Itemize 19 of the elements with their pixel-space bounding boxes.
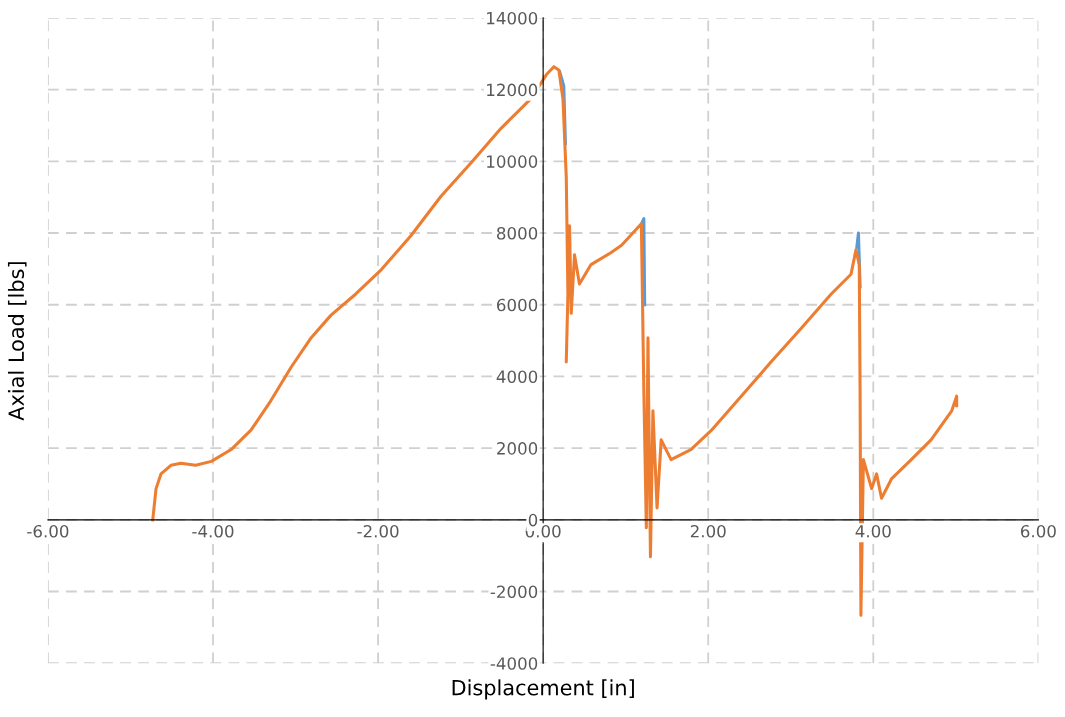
x-tick-label: -6.00 — [27, 524, 69, 538]
x-tick-label: -2.00 — [357, 524, 399, 538]
x-tick-label: 6.00 — [1020, 524, 1056, 538]
x-tick-label: 4.00 — [855, 524, 891, 538]
x-tick-label: 2.00 — [690, 524, 726, 538]
y-axis-title: Axial Load [lbs] — [7, 262, 27, 421]
y-tick-label: 2000 — [497, 442, 538, 455]
y-tick-label: 6000 — [497, 298, 538, 312]
y-tick-label: 4000 — [496, 370, 538, 383]
y-tick-label: -4000 — [490, 657, 538, 670]
line-series — [151, 65, 959, 617]
y-tick-label: 14000 — [487, 11, 538, 25]
x-tick-label: -4.00 — [192, 524, 234, 538]
x-axis-title: Displacement [in] — [452, 679, 634, 700]
y-tick-label: 12000 — [487, 83, 538, 97]
y-tick-label: 0 — [528, 513, 538, 527]
y-tick-label: -2000 — [490, 585, 538, 599]
y-tick-label: 8000 — [497, 226, 538, 240]
y-tick-label: 10000 — [487, 155, 538, 168]
